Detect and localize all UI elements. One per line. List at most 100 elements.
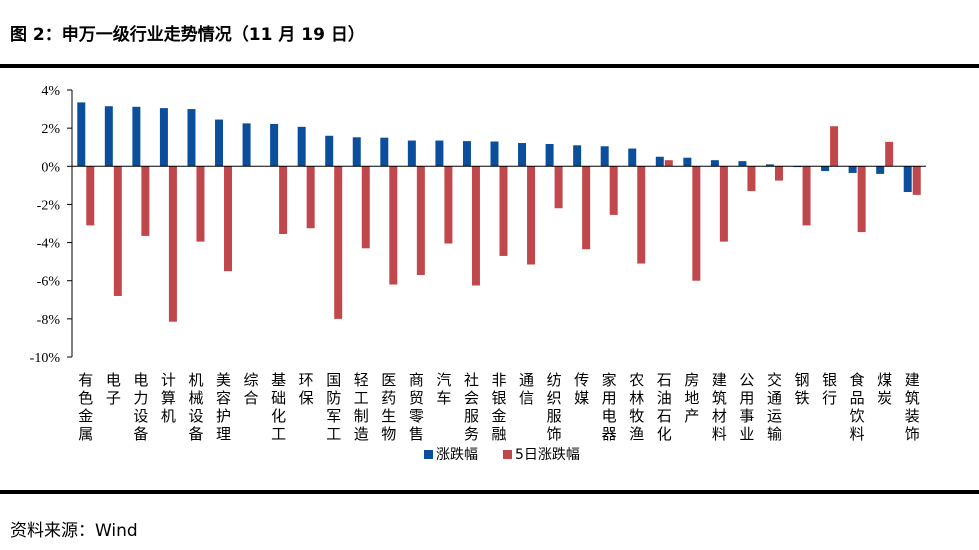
bar-5day [582, 166, 591, 250]
bar-5day [389, 166, 398, 285]
bar-daily [297, 126, 306, 167]
bar-5day [224, 166, 233, 272]
bar-5day [113, 166, 122, 296]
bar-daily [628, 148, 637, 167]
x-category-label: 社会服务 [464, 371, 479, 443]
x-category-label: 煤炭 [877, 371, 892, 407]
x-category-label: 综合 [244, 371, 259, 407]
x-category-label: 交通运输 [767, 371, 782, 443]
x-category-label: 美容护理 [216, 371, 231, 443]
x-category-label: 家用电器 [602, 371, 617, 443]
x-category-label: 国防军工 [326, 371, 341, 443]
x-category-label: 轻工制造 [354, 371, 369, 443]
x-category-label: 房地产 [684, 371, 699, 425]
bar-5day [885, 141, 894, 167]
bar-daily [821, 166, 830, 172]
x-category-label: 电力设备 [133, 371, 148, 443]
bar-chart: 4% 2% 0% -2% -4% -6% -8% -10% 有色金属电子电力设备计算机机械设备… [30, 84, 926, 463]
bar-daily [765, 164, 774, 167]
bar-daily [490, 141, 499, 167]
bar-daily [380, 137, 389, 167]
x-category-label: 基础化工 [271, 371, 286, 443]
bar-5day [471, 166, 480, 286]
bar-daily [159, 108, 168, 167]
legend-label-daily: 涨跌幅 [436, 447, 478, 463]
x-category-label: 传媒 [574, 371, 589, 407]
y-tick-label: -2% [37, 198, 61, 213]
bar-daily [77, 102, 86, 167]
bar-5day [499, 166, 508, 256]
bar-5day [527, 166, 536, 265]
y-tick-label: -10% [30, 351, 61, 366]
legend-label-5day: 5日涨跌幅 [515, 447, 580, 463]
x-axis-labels: 有色金属电子电力设备计算机机械设备美容护理综合基础化工环保国防军工轻工制造医药生… [78, 371, 919, 443]
bar-daily [242, 123, 251, 167]
bar-daily [270, 123, 279, 167]
x-category-label: 汽车 [436, 371, 451, 407]
bar-5day [141, 166, 150, 236]
bar-daily [132, 106, 141, 167]
x-category-label: 电子 [106, 371, 121, 407]
legend-swatch-5day [503, 450, 512, 459]
y-tick-label: 2% [41, 122, 60, 137]
top-rule [0, 64, 979, 68]
bar-5day [361, 166, 370, 249]
x-category-label: 机械设备 [188, 371, 203, 443]
x-category-label: 有色金属 [78, 371, 93, 443]
bar-daily [187, 109, 196, 167]
bar-daily [573, 145, 582, 167]
legend-swatch-daily [424, 450, 433, 459]
bar-5day [637, 166, 646, 264]
x-category-label: 公用事业 [739, 371, 754, 443]
bar-daily [683, 157, 692, 167]
bottom-rule [0, 490, 979, 494]
bar-5day [279, 166, 288, 234]
bar-5day [857, 166, 866, 233]
y-axis: 4% 2% 0% -2% -4% -6% -8% -10% [30, 84, 73, 366]
bar-5day [554, 166, 563, 209]
bar-daily [738, 161, 747, 167]
bar-5day [168, 166, 177, 322]
bar-5day [86, 166, 95, 226]
y-tick-label: -4% [37, 237, 61, 252]
x-category-label: 银行 [822, 371, 837, 407]
bar-5day [444, 166, 453, 244]
x-category-label: 农林牧渔 [629, 371, 644, 443]
bar-daily [104, 106, 113, 167]
x-category-label: 计算机 [161, 371, 176, 425]
bar-daily [848, 166, 857, 173]
bar-daily [462, 141, 471, 167]
bar-daily [215, 119, 224, 167]
bar-5day [416, 166, 425, 275]
bar-daily [352, 137, 361, 167]
x-category-label: 石油石化 [657, 371, 672, 443]
figure-title: 图 2：申万一级行业走势情况（11 月 19 日） [10, 25, 365, 45]
bar-series [72, 102, 926, 322]
x-category-label: 食品饮料 [850, 371, 865, 443]
bar-5day [802, 166, 811, 226]
bar-5day [664, 160, 673, 167]
bar-daily [435, 140, 444, 167]
bar-daily [903, 166, 912, 193]
bar-daily [545, 143, 554, 167]
x-category-label: 钢铁 [795, 371, 810, 407]
bar-5day [692, 166, 701, 281]
bar-daily [600, 146, 609, 167]
source-note: 资料来源：Wind [10, 521, 138, 541]
bar-daily [655, 156, 664, 167]
y-tick-label: -6% [37, 275, 61, 290]
bar-5day [719, 166, 728, 242]
bar-5day [747, 166, 756, 192]
x-category-label: 商贸零售 [409, 371, 424, 443]
bar-5day [609, 166, 618, 215]
bar-5day [912, 166, 921, 195]
x-category-label: 医药生物 [381, 371, 396, 443]
x-category-label: 建筑装饰 [905, 371, 920, 443]
bar-5day [306, 166, 315, 229]
bar-daily [325, 135, 334, 167]
bar-5day [196, 166, 205, 242]
x-category-label: 纺织服饰 [547, 371, 562, 443]
y-tick-label: -8% [37, 313, 61, 328]
bar-daily [710, 160, 719, 167]
bar-daily [407, 140, 416, 167]
